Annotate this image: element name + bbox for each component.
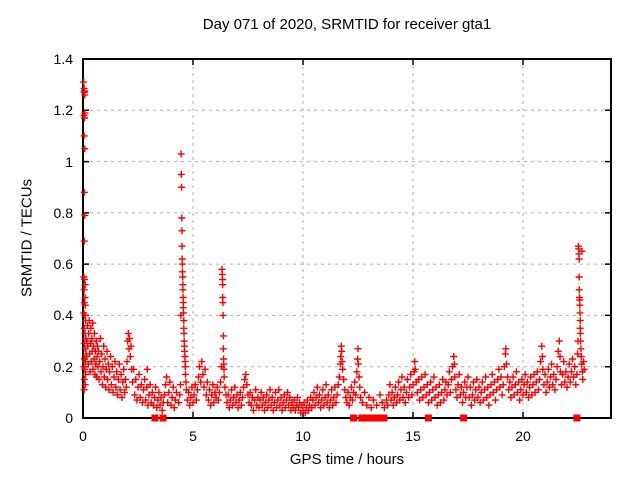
y-tick-label: 1.2 [53, 102, 73, 119]
y-tick-label: 0.6 [53, 256, 73, 273]
x-tick-label: 20 [515, 428, 531, 444]
y-tick-label: 0.2 [53, 358, 73, 375]
y-tick-label: 1 [65, 153, 73, 170]
x-tick-label: 15 [405, 428, 421, 444]
chart-title: Day 071 of 2020, SRMTID for receiver gta… [202, 16, 492, 33]
gridlines [83, 59, 611, 418]
x-axis-label: GPS time / hours [289, 451, 405, 468]
y-tick-label: 0 [65, 410, 73, 426]
y-tick-label: 1.4 [53, 51, 73, 67]
scatter-points [80, 78, 588, 417]
x-tick-label: 10 [295, 428, 311, 444]
zero-value-squares [151, 414, 581, 422]
y-tick-label: 0.8 [53, 204, 73, 221]
plot-border [82, 58, 612, 419]
x-tick-label: 5 [189, 428, 197, 444]
x-tick-label: 0 [79, 428, 87, 444]
axis-tick-marks [82, 58, 611, 419]
y-tick-label: 0.4 [53, 307, 73, 324]
